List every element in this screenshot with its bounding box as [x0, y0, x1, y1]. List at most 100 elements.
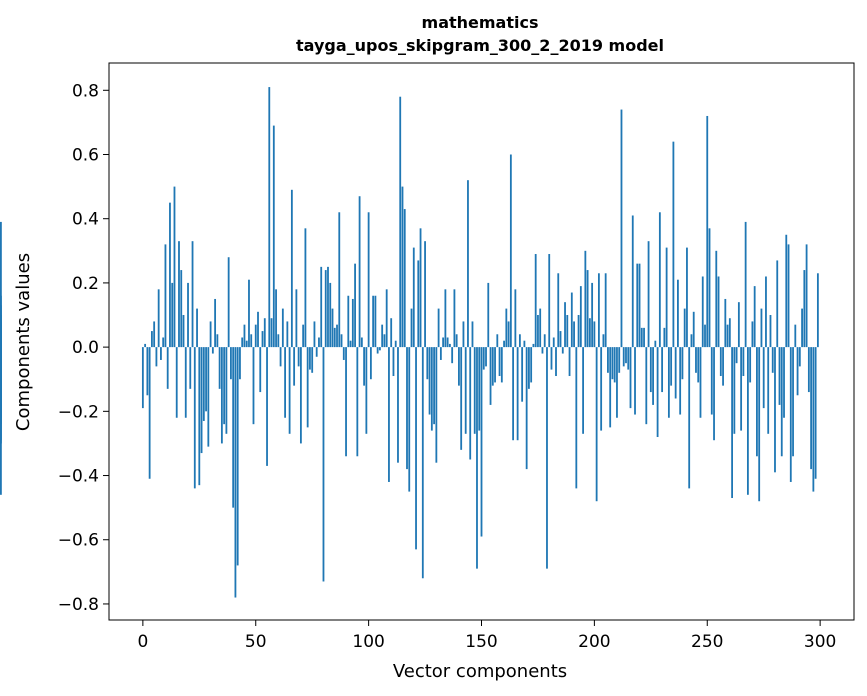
bar-undefined [0, 221, 2, 348]
bar-194 [579, 286, 582, 348]
bar-107 [383, 334, 386, 348]
bar-245 [695, 347, 697, 373]
bar-189 [568, 347, 571, 377]
bar-293 [803, 270, 806, 348]
bar-237 [677, 279, 679, 348]
bar-164 [512, 347, 515, 441]
bar-54 [263, 318, 266, 348]
bar-70 [299, 347, 302, 444]
bar-188 [566, 315, 569, 348]
x-axis-ticks: 0 50 100 150 200 250 300 [137, 620, 836, 652]
bar-69 [297, 347, 300, 367]
bar-111 [392, 347, 395, 377]
bar-162 [507, 321, 510, 348]
bar-142 [462, 321, 465, 348]
bar-113 [397, 347, 399, 463]
bar-295 [807, 347, 810, 393]
bar-217 [631, 215, 634, 348]
bar-121 [415, 347, 417, 550]
bar-179 [546, 347, 548, 569]
bar-13 [171, 282, 174, 348]
bar-23 [193, 347, 196, 489]
bar-288 [792, 347, 794, 457]
bar-87 [338, 212, 341, 348]
bar-49 [252, 347, 255, 425]
bar-226 [652, 347, 654, 405]
bar-123 [419, 228, 422, 348]
bar-285 [785, 234, 788, 348]
x-axis-label: Vector components [393, 661, 567, 682]
bar-223 [645, 347, 648, 425]
bar-282 [778, 347, 781, 405]
bar-99 [365, 347, 368, 434]
bar-274 [760, 308, 763, 348]
bar-9 [162, 337, 165, 348]
bar-234 [670, 347, 673, 386]
bar-200 [593, 321, 596, 348]
bar-166 [516, 347, 519, 441]
y-tick-label: 0.4 [72, 210, 99, 230]
bar-289 [794, 324, 797, 348]
bar-205 [604, 273, 607, 348]
bar-44 [241, 337, 244, 348]
bar-247 [699, 347, 702, 418]
bar-198 [588, 318, 591, 348]
bar-134 [444, 289, 447, 348]
bar-124 [421, 347, 424, 579]
bar-287 [789, 347, 792, 482]
bar-8 [160, 347, 162, 360]
bar-143 [464, 347, 467, 434]
x-tick-label: 100 [352, 632, 384, 652]
bar-26 [200, 347, 203, 454]
bar-109 [388, 347, 390, 482]
bar-1 [144, 343, 147, 348]
bar-77 [315, 347, 318, 357]
bar-112 [394, 340, 397, 348]
bar-101 [369, 347, 372, 380]
bar-117 [406, 347, 408, 470]
bar-0 [141, 347, 144, 409]
bar-39 [230, 347, 232, 380]
bar-80 [322, 347, 325, 582]
bar-7 [157, 289, 160, 348]
bar-33 [216, 334, 219, 348]
bar-229 [658, 212, 661, 348]
bar-114 [399, 96, 402, 348]
bar-65 [288, 347, 291, 434]
bar-41 [234, 347, 237, 598]
bar-129 [433, 347, 435, 425]
bar-175 [537, 315, 539, 348]
bar-53 [261, 331, 264, 348]
bar-241 [686, 247, 688, 348]
bar-81 [324, 270, 327, 348]
bar-178 [543, 334, 546, 348]
bar-206 [607, 347, 609, 373]
bar-63 [284, 347, 286, 418]
bar-16 [178, 241, 180, 348]
bar-102 [372, 295, 375, 348]
bar-201 [595, 347, 598, 502]
bar-277 [767, 347, 770, 434]
y-tick-label: −0.6 [58, 531, 99, 551]
bar-27 [202, 347, 205, 421]
bar-211 [618, 347, 621, 373]
bar-299 [816, 273, 819, 348]
bar-230 [661, 347, 664, 393]
bar-51 [257, 311, 259, 348]
bar-3 [148, 347, 151, 479]
bar-238 [679, 347, 682, 415]
bar-195 [582, 347, 584, 434]
bar-191 [573, 321, 575, 348]
x-tick-label: 300 [804, 632, 836, 652]
bar-258 [724, 298, 727, 348]
bar-89 [342, 347, 345, 360]
bar-291 [798, 347, 801, 367]
bar-19 [184, 347, 187, 418]
x-tick-label: 50 [245, 632, 267, 652]
bar-216 [629, 347, 632, 409]
bar-28 [205, 347, 207, 412]
bar-236 [674, 347, 677, 399]
bar-56 [268, 87, 271, 348]
bar-297 [812, 347, 815, 492]
bar-187 [564, 302, 566, 348]
